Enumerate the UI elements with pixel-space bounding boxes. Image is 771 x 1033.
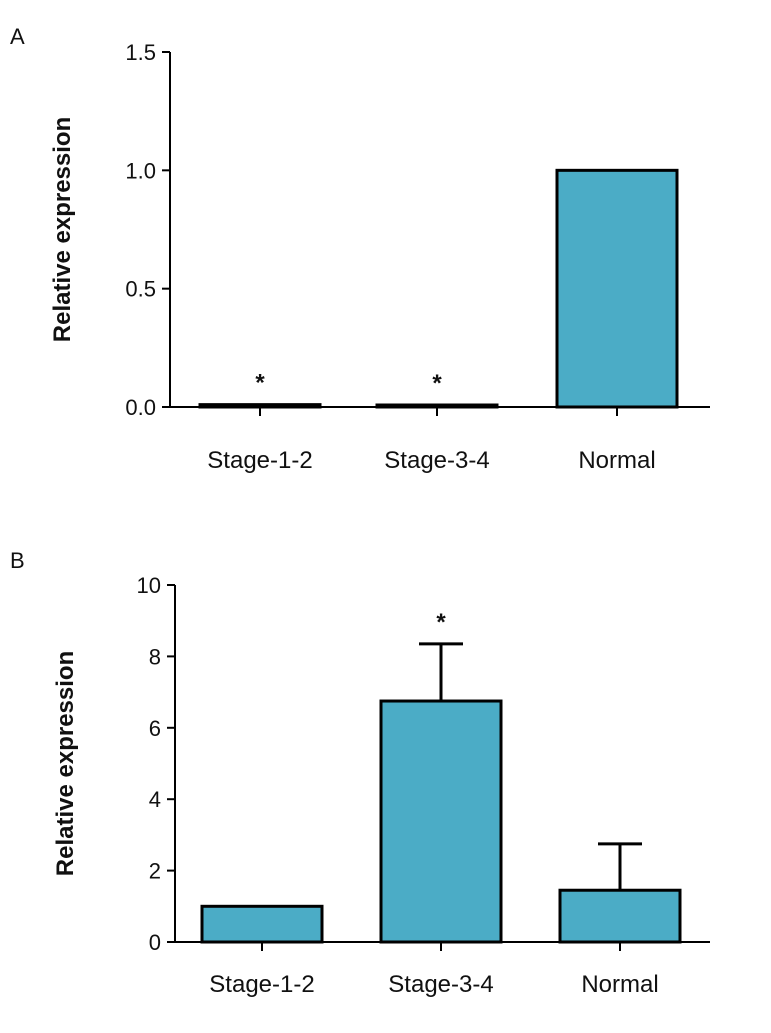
panel-b-y-tick-label-2: 4: [149, 787, 161, 812]
panel-b-y-tick-label-5: 10: [137, 573, 161, 598]
panel-a-y-tick-label-0: 0.0: [125, 395, 156, 420]
panel-b-label: B: [10, 548, 25, 573]
panel-a-y-axis-label: Relative expression: [49, 117, 76, 342]
panel-a-chart: * * 0.0 0.5 1.0 1.5 Stage-1-2 Stage-3-4 Normal Re…: [49, 40, 710, 474]
panel-b-category-label-2: Stage-3-4: [388, 971, 493, 998]
panel-a-bar-3: [555, 168, 679, 409]
panel-a-y-tick-label-3: 1.5: [125, 40, 156, 65]
panel-b-y-tick-label-4: 8: [149, 644, 161, 669]
panel-b-y-tick-label-0: 0: [149, 930, 161, 955]
panel-b-y-axis-label: Relative expression: [52, 651, 79, 876]
panel-b-chart: * 0 2 4 6 8 10 Stage-1-2 Stage-3-4 Normal Relative…: [52, 573, 710, 998]
panel-b-bar-2: [379, 699, 503, 944]
panel-b-y-tick-label-1: 2: [149, 859, 161, 884]
panel-a-category-label-2: Stage-3-4: [384, 447, 489, 474]
panel-a-significance-star-1: *: [255, 370, 265, 397]
panel-b-significance-star-2: *: [436, 609, 446, 636]
panel-a-category-label-1: Stage-1-2: [207, 447, 312, 474]
panel-b-category-label-3: Normal: [581, 971, 658, 998]
panel-b-category-label-1: Stage-1-2: [209, 971, 314, 998]
panel-a-y-tick-label-2: 1.0: [125, 158, 156, 183]
panel-b-bar-1: [200, 904, 324, 944]
panel-b-y-tick-label-3: 6: [149, 716, 161, 741]
panel-a-significance-star-2: *: [432, 370, 442, 397]
panel-b-bar-3: [558, 888, 682, 944]
panel-a-label: A: [10, 24, 25, 49]
panel-a-category-label-3: Normal: [578, 447, 655, 474]
panel-a-y-tick-label-1: 0.5: [125, 277, 156, 302]
